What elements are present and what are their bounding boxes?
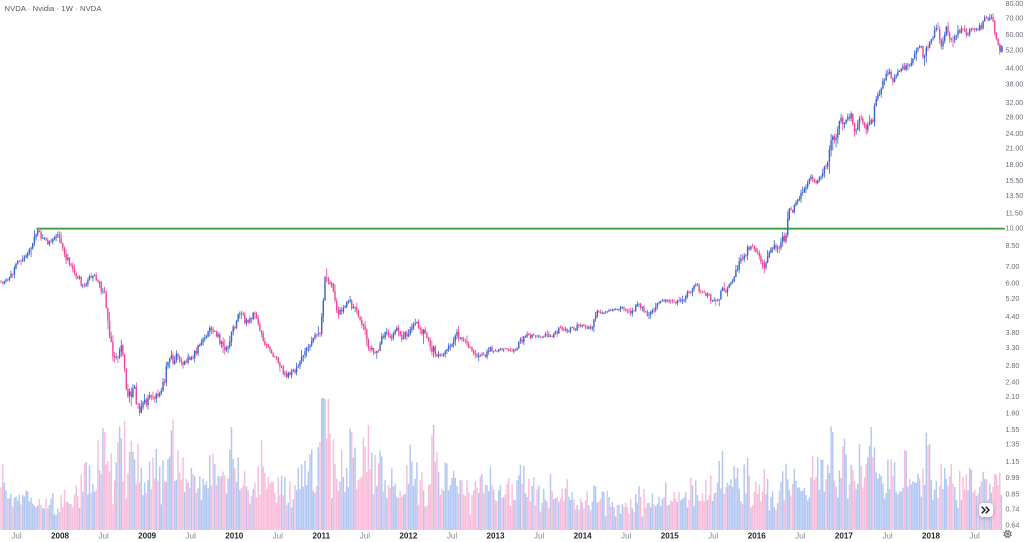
svg-text:2016: 2016: [748, 531, 767, 540]
svg-text:52.00: 52.00: [1006, 45, 1024, 54]
svg-text:18.00: 18.00: [1006, 160, 1024, 169]
svg-text:2009: 2009: [138, 531, 157, 540]
svg-text:24.00: 24.00: [1006, 129, 1024, 138]
svg-text:3.30: 3.30: [1006, 343, 1020, 352]
svg-text:Jul: Jul: [98, 531, 109, 540]
svg-text:2011: 2011: [313, 531, 331, 540]
svg-text:2013: 2013: [486, 531, 505, 540]
svg-text:70.00: 70.00: [1006, 13, 1024, 22]
svg-text:Jul: Jul: [360, 531, 371, 540]
svg-text:2015: 2015: [661, 531, 680, 540]
svg-text:Jul: Jul: [534, 531, 545, 540]
svg-text:Jul: Jul: [186, 531, 197, 540]
svg-text:3.80: 3.80: [1006, 328, 1020, 337]
svg-text:1.80: 1.80: [1006, 409, 1020, 418]
svg-text:28.00: 28.00: [1006, 112, 1024, 121]
svg-text:2018: 2018: [922, 531, 941, 540]
svg-text:8.50: 8.50: [1006, 241, 1020, 250]
svg-text:2.40: 2.40: [1006, 378, 1020, 387]
svg-text:15.50: 15.50: [1006, 176, 1024, 185]
svg-text:21.00: 21.00: [1006, 143, 1024, 152]
svg-text:0.99: 0.99: [1006, 473, 1020, 482]
svg-text:13.50: 13.50: [1006, 191, 1024, 200]
svg-text:Jul: Jul: [621, 531, 632, 540]
svg-text:0.85: 0.85: [1006, 490, 1020, 499]
svg-text:Jul: Jul: [708, 531, 719, 540]
svg-text:4.40: 4.40: [1006, 312, 1020, 321]
svg-text:2.80: 2.80: [1006, 361, 1020, 370]
svg-text:5.20: 5.20: [1006, 294, 1020, 303]
svg-text:10.00: 10.00: [1006, 223, 1024, 232]
svg-text:7.00: 7.00: [1006, 262, 1020, 271]
svg-text:32.00: 32.00: [1006, 98, 1024, 107]
svg-text:1.55: 1.55: [1006, 425, 1020, 434]
svg-text:2010: 2010: [225, 531, 244, 540]
svg-text:Jul: Jul: [969, 531, 980, 540]
svg-text:11.50: 11.50: [1006, 208, 1023, 217]
svg-text:2.10: 2.10: [1006, 392, 1020, 401]
svg-text:NVDA · Nvidia · 1W · NVDA: NVDA · Nvidia · 1W · NVDA: [5, 4, 103, 13]
svg-text:6.00: 6.00: [1006, 279, 1020, 288]
svg-text:Jul: Jul: [447, 531, 458, 540]
svg-text:2008: 2008: [51, 531, 70, 540]
svg-text:2014: 2014: [574, 531, 593, 540]
svg-text:2017: 2017: [835, 531, 854, 540]
svg-text:80.00: 80.00: [1006, 0, 1024, 8]
svg-text:Jul: Jul: [882, 531, 893, 540]
svg-text:Jul: Jul: [11, 531, 22, 540]
svg-text:Jul: Jul: [795, 531, 806, 540]
svg-text:38.00: 38.00: [1006, 79, 1024, 88]
svg-text:0.64: 0.64: [1006, 520, 1020, 529]
svg-text:2012: 2012: [399, 531, 418, 540]
svg-text:Jul: Jul: [273, 531, 284, 540]
svg-text:1.15: 1.15: [1006, 457, 1020, 466]
svg-text:60.00: 60.00: [1006, 30, 1024, 39]
svg-text:0.74: 0.74: [1006, 505, 1020, 514]
svg-text:44.00: 44.00: [1006, 64, 1024, 73]
svg-text:1.35: 1.35: [1006, 440, 1020, 449]
